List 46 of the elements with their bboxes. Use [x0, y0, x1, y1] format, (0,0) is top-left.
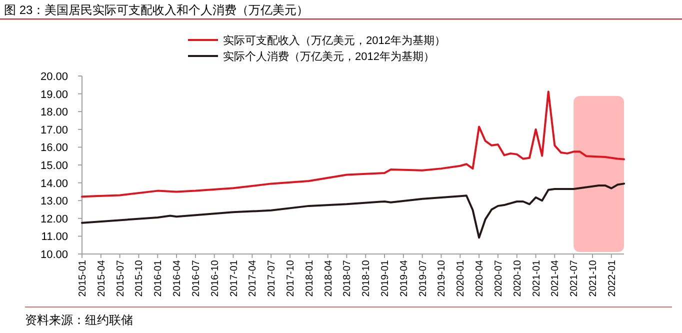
x-tick-label: 2018-07: [342, 260, 354, 297]
x-tick-label: 2015-04: [96, 260, 108, 297]
x-tick-label: 2021-01: [531, 260, 542, 297]
x-tick-label: 2016-07: [190, 260, 202, 297]
x-tick-label: 2020-01: [456, 260, 467, 297]
y-tick-label: 11.00: [41, 231, 68, 244]
y-tick-label: 19.00: [40, 88, 68, 101]
x-tick-label: 2021-07: [569, 260, 580, 297]
y-tick-label: 17.00: [40, 124, 68, 136]
x-tick-label: 2016-04: [172, 260, 184, 297]
x-tick-label: 2022-01: [606, 260, 618, 297]
x-tick-label: 2017-04: [248, 260, 259, 297]
x-tick-label: 2017-01: [228, 260, 240, 297]
x-tick-label: 2020-10: [512, 260, 524, 297]
x-tick-label: 2018-01: [304, 260, 316, 297]
x-tick-label: 2019-01: [380, 260, 392, 297]
x-tick-label: 2015-07: [115, 260, 126, 297]
y-tick-label: 16.00: [40, 142, 68, 154]
y-tick-label: 10.00: [40, 249, 68, 261]
x-tick-label: 2016-01: [153, 260, 164, 297]
legend-label: 实际可支配收入（万亿美元，2012年为基期）: [223, 34, 446, 47]
x-tick-label: 2017-10: [285, 260, 296, 297]
x-tick-label: 2016-10: [210, 260, 221, 297]
x-tick-label: 2015-10: [134, 260, 146, 297]
y-tick-label: 20.00: [40, 71, 68, 83]
y-tick-label: 18.00: [40, 106, 68, 119]
y-tick-label: 12.00: [40, 213, 68, 226]
y-tick-label: 14.00: [40, 178, 68, 190]
x-tick-label: 2021-10: [588, 260, 599, 297]
x-tick-label: 2019-10: [436, 260, 448, 297]
x-tick-label: 2018-04: [323, 260, 334, 297]
x-tick-label: 2020-07: [493, 260, 504, 297]
x-tick-label: 2018-10: [361, 260, 372, 297]
text: 资料来源：纽约联储: [25, 313, 133, 327]
y-tick-label: 15.00: [40, 160, 68, 172]
line-series: [81, 90, 625, 198]
y-tick-label: 13.00: [40, 196, 68, 208]
x-tick-label: 2020-04: [474, 260, 486, 297]
line-series: [81, 182, 625, 239]
x-tick-label: 2017-07: [266, 260, 278, 297]
legend-label: 实际个人消费（万亿美元，2012年为基期）: [223, 50, 434, 63]
chart-title: 图 23：美国居民实际可支配收入和个人消费（万亿美元）: [4, 3, 309, 17]
x-tick-label: 2019-07: [418, 260, 429, 297]
x-tick-label: 2019-04: [398, 260, 410, 297]
x-tick-label: 2015-01: [78, 260, 88, 297]
x-tick-label: 2021-04: [550, 260, 562, 297]
